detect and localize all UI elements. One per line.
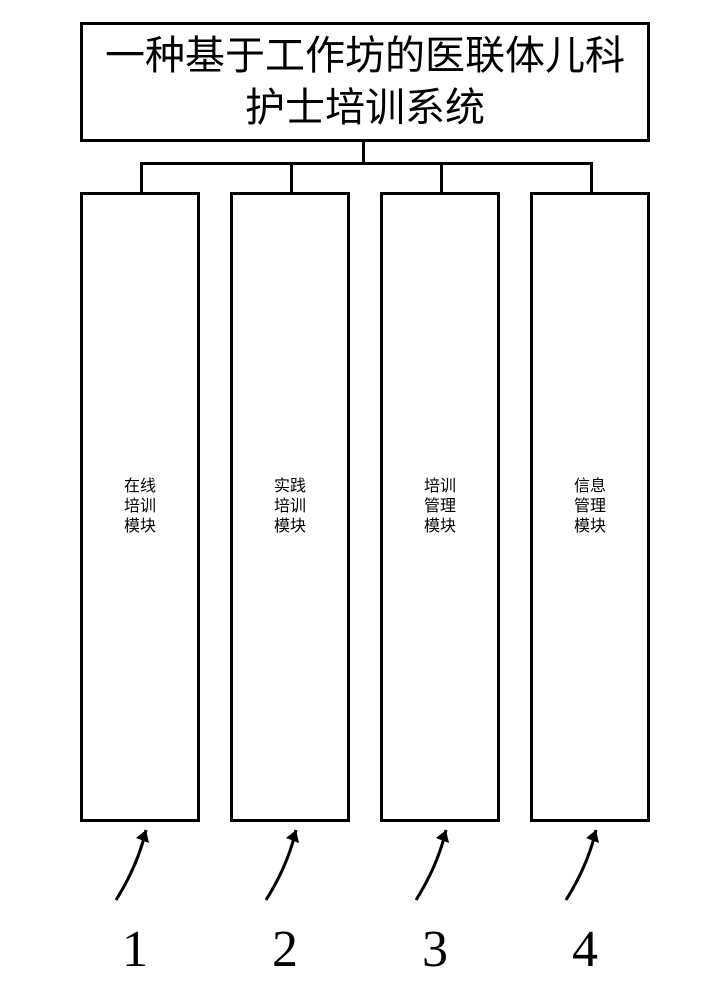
module-text: 在线培训模块 [124, 477, 156, 537]
number-label: 4 [572, 920, 598, 979]
module-text: 信息管理模块 [574, 477, 606, 537]
connector-hbar [140, 162, 590, 165]
module-text: 培训管理模块 [424, 477, 456, 537]
connector-drop [290, 162, 293, 192]
arrow [406, 820, 476, 920]
module-box: 培训管理模块 [380, 192, 500, 822]
header-text: 一种基于工作坊的医联体儿科护士培训系统 [83, 22, 647, 142]
connector-drop [590, 162, 593, 192]
module-box: 信息管理模块 [530, 192, 650, 822]
connector-trunk [362, 142, 365, 162]
module-box: 实践培训模块 [230, 192, 350, 822]
module-text: 实践培训模块 [274, 477, 306, 537]
number-label: 1 [122, 920, 148, 979]
connector-drop [440, 162, 443, 192]
number-label: 3 [422, 920, 448, 979]
arrow [256, 820, 326, 920]
module-box: 在线培训模块 [80, 192, 200, 822]
header-box: 一种基于工作坊的医联体儿科护士培训系统 [80, 22, 650, 142]
connector-drop [140, 162, 143, 192]
arrow [556, 820, 626, 920]
arrow [106, 820, 176, 920]
number-label: 2 [272, 920, 298, 979]
